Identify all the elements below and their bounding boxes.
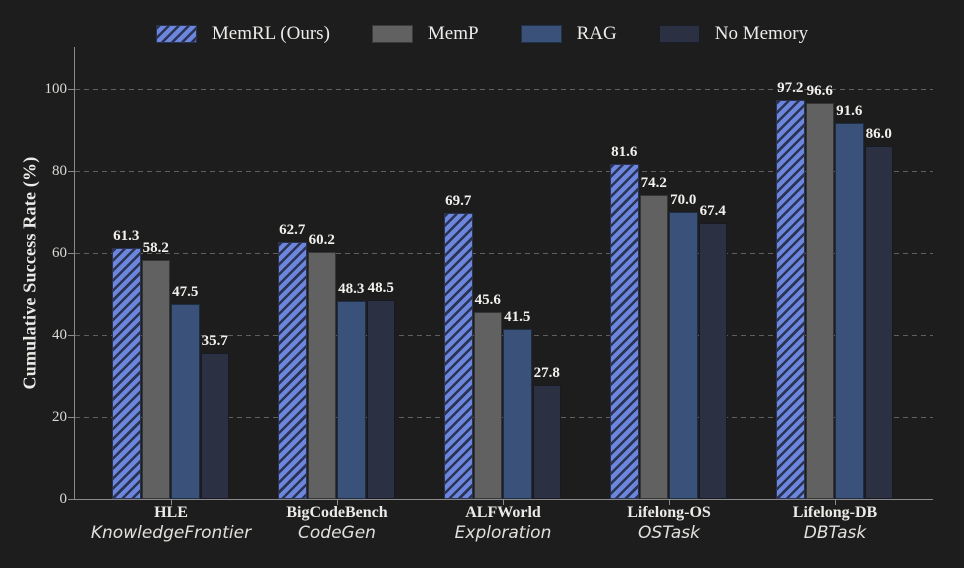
bar-memp-alfworld — [473, 312, 502, 499]
y-tick-mark — [68, 417, 74, 418]
y-tick-mark — [68, 171, 74, 172]
x-category-name: ALFWorld — [465, 504, 541, 521]
bar-value-label: 35.7 — [201, 332, 228, 349]
x-tick-mark — [669, 500, 670, 505]
bar-value-label: 96.6 — [806, 82, 833, 99]
x-tick-mark — [835, 500, 836, 505]
x-axis-spine — [74, 499, 933, 500]
gridline-100 — [75, 89, 933, 90]
x-tick-mark — [503, 500, 504, 505]
x-tick-mark — [171, 500, 172, 505]
x-category-name: Lifelong-DB — [792, 504, 878, 521]
bar-rag-alfworld — [503, 328, 532, 499]
y-tick-label: 0 — [59, 491, 68, 507]
y-tick-label: 40 — [52, 327, 67, 343]
y-axis-title: Cumulative Success Rate (%) — [19, 156, 40, 390]
bar-value-label: 86.0 — [865, 126, 892, 143]
legend-item-memrl: MemRL (Ours) — [155, 23, 330, 44]
plot-area: 61.3 58.2 47.5 35.7 62.7 60.2 48.3 48.5 69.7 45.6… — [75, 47, 933, 499]
bar-memrl--ours--lifelong-os — [610, 164, 639, 499]
gridline-80 — [75, 171, 933, 172]
bar-memrl--ours--bigcodebench — [278, 241, 307, 499]
legend-label-memp: MemP — [427, 23, 479, 44]
gridline-60 — [75, 253, 933, 254]
bar-value-label: 70.0 — [670, 192, 697, 208]
y-tick-mark — [68, 253, 74, 254]
y-tick-label: 20 — [52, 409, 67, 425]
x-category-label: ALFWorld Exploration — [403, 504, 603, 545]
y-tick-mark — [68, 499, 74, 500]
x-category-label: HLE KnowledgeFrontier — [71, 504, 271, 545]
bar-memp-hle — [141, 260, 170, 499]
bar-rag-bigcodebench — [337, 300, 366, 499]
x-category-name: HLE — [154, 504, 188, 521]
bar-memp-lifelong-db — [805, 102, 834, 499]
bar-value-label: 60.2 — [308, 232, 335, 249]
bar-value-label: 74.2 — [640, 174, 667, 191]
x-category-label: Lifelong-OS OSTask — [569, 504, 769, 545]
x-category-label: BigCodeBench CodeGen — [237, 504, 437, 545]
bar-value-label: 45.6 — [474, 292, 501, 309]
bar-value-label: 41.5 — [504, 308, 531, 325]
x-category-subtitle: DBTask — [803, 522, 867, 543]
y-tick-label: 80 — [52, 163, 67, 179]
bar-value-label: 81.6 — [611, 144, 638, 161]
bar-no-memory-lifelong-db — [864, 146, 893, 499]
legend-item-no-memory: No Memory — [658, 23, 809, 44]
legend-label-memrl: MemRL (Ours) — [211, 23, 330, 44]
x-category-name: Lifelong-OS — [627, 504, 711, 521]
legend-item-rag: RAG — [520, 23, 617, 44]
x-category-name: BigCodeBench — [286, 504, 388, 521]
bar-no-memory-alfworld — [532, 385, 561, 499]
bar-value-label: 62.7 — [279, 221, 306, 238]
x-category-subtitle: KnowledgeFrontier — [90, 522, 252, 543]
bar-value-label: 69.7 — [445, 193, 472, 210]
x-category-label: Lifelong-DB DBTask — [735, 504, 935, 545]
bar-value-label: 67.4 — [699, 202, 726, 219]
y-tick-label: 60 — [52, 245, 67, 261]
bar-memrl--ours--alfworld — [444, 213, 473, 499]
legend-label-rag: RAG — [576, 23, 617, 44]
bar-rag-lifelong-db — [835, 123, 864, 499]
bar-no-memory-bigcodebench — [366, 300, 395, 499]
y-tick-label: 100 — [44, 81, 68, 97]
y-tick-mark — [68, 89, 74, 90]
bar-value-label: 97.2 — [777, 80, 804, 97]
bar-value-label: 47.5 — [172, 284, 199, 301]
x-category-subtitle: CodeGen — [298, 522, 376, 543]
bar-value-label: 48.3 — [338, 280, 365, 297]
bar-value-label: 61.3 — [113, 227, 140, 244]
legend-swatch-no-memory — [658, 24, 700, 43]
legend-swatch-memrl — [155, 24, 197, 43]
bar-no-memory-hle — [200, 352, 229, 499]
bar-value-label: 48.5 — [367, 280, 394, 297]
bar-memp-lifelong-os — [639, 194, 668, 499]
legend-item-memp: MemP — [371, 23, 479, 44]
x-category-subtitle: OSTask — [638, 522, 700, 543]
y-axis-spine — [74, 47, 75, 500]
bar-value-label: 91.6 — [836, 103, 863, 120]
legend-swatch-rag — [520, 24, 562, 43]
y-tick-mark — [68, 335, 74, 336]
bar-rag-lifelong-os — [669, 212, 698, 499]
bar-memp-bigcodebench — [307, 252, 336, 499]
bar-value-label: 27.8 — [533, 365, 560, 382]
legend-swatch-memp — [371, 24, 413, 43]
bar-memrl--ours--hle — [112, 247, 141, 499]
x-category-subtitle: Exploration — [454, 522, 552, 543]
x-tick-mark — [337, 500, 338, 505]
bar-value-label: 58.2 — [142, 240, 169, 257]
legend-label-no-memory: No Memory — [714, 23, 809, 44]
bar-memrl--ours--lifelong-db — [776, 100, 805, 499]
chart-legend: MemRL (Ours) MemP RAG No Memory — [0, 24, 964, 43]
bar-no-memory-lifelong-os — [698, 222, 727, 499]
bar-rag-hle — [171, 304, 200, 499]
